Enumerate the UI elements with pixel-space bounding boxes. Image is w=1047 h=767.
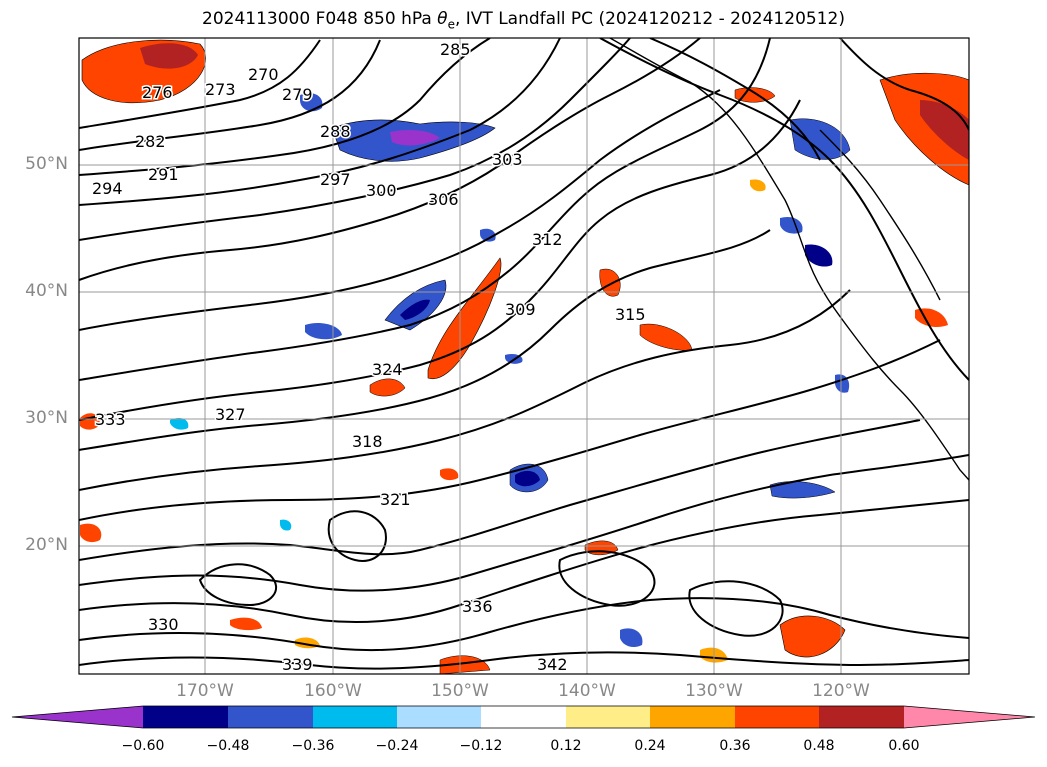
colorbar-segment bbox=[481, 706, 566, 728]
map-frame bbox=[78, 37, 970, 675]
lat-label-40n: 40°N bbox=[25, 281, 68, 301]
contour-label-303: 303 bbox=[492, 150, 523, 169]
colorbar-tick-label: −0.12 bbox=[459, 738, 503, 754]
contour-label-294: 294 bbox=[92, 179, 123, 198]
contour-label-291: 291 bbox=[148, 165, 179, 184]
colorbar-tick-label: 0.24 bbox=[634, 738, 666, 754]
colorbar-segment bbox=[566, 706, 650, 728]
colorbar-extend-left bbox=[12, 706, 143, 728]
colorbar-tick-label: −0.36 bbox=[291, 738, 335, 754]
colorbar-segment bbox=[650, 706, 735, 728]
colorbar-tick-label: −0.60 bbox=[121, 738, 165, 754]
lat-label-30n: 30°N bbox=[25, 408, 68, 428]
coastlines bbox=[609, 38, 969, 481]
map-title: 2024113000 F048 850 hPa θe, IVT Landfall… bbox=[202, 9, 845, 32]
colorbar-segment bbox=[313, 706, 397, 728]
lon-label-130w: 130°W bbox=[685, 681, 743, 701]
contour-label-288: 288 bbox=[320, 122, 351, 141]
colorbar-tick-label: 0.60 bbox=[888, 738, 920, 754]
colorbar-tick-label: −0.48 bbox=[206, 738, 250, 754]
contour-label-312: 312 bbox=[532, 230, 563, 249]
contour-label-300: 300 bbox=[366, 181, 397, 200]
colorbar-tick-label: −0.24 bbox=[375, 738, 419, 754]
lon-label-160w: 160°W bbox=[304, 681, 362, 701]
colorbar-segment bbox=[228, 706, 313, 728]
colorbar-segment bbox=[819, 706, 904, 728]
gridlines bbox=[79, 38, 969, 674]
contour-label-306: 306 bbox=[428, 190, 459, 209]
contour-label-327: 327 bbox=[215, 405, 246, 424]
contour-label-276: 276 bbox=[142, 83, 173, 102]
contour-label-layer: 270 273 276 279 282 285 288 291 294 297 … bbox=[91, 39, 648, 675]
contour-label-342: 342 bbox=[537, 655, 568, 674]
contour-label-279: 279 bbox=[282, 85, 313, 104]
colorbar bbox=[11, 705, 1036, 729]
contour-label-333: 333 bbox=[95, 410, 126, 429]
lat-label-50n: 50°N bbox=[25, 154, 68, 174]
contour-label-336: 336 bbox=[462, 597, 493, 616]
lon-label-150w: 150°W bbox=[431, 681, 489, 701]
colorbar-segment bbox=[397, 706, 481, 728]
contour-label-324: 324 bbox=[372, 360, 403, 379]
theta-e-contours bbox=[79, 38, 969, 670]
contour-label-297: 297 bbox=[320, 170, 351, 189]
colorbar-tick-label: 0.12 bbox=[550, 738, 582, 754]
contour-label-285: 285 bbox=[440, 40, 471, 59]
colorbar-tick-label: 0.48 bbox=[803, 738, 835, 754]
contour-label-282: 282 bbox=[135, 132, 166, 151]
contour-label-318: 318 bbox=[352, 432, 383, 451]
lon-label-120w: 120°W bbox=[812, 681, 870, 701]
lat-label-20n: 20°N bbox=[25, 535, 68, 555]
lon-label-140w: 140°W bbox=[558, 681, 616, 701]
contour-label-309: 309 bbox=[505, 300, 536, 319]
lon-label-170w: 170°W bbox=[176, 681, 234, 701]
colorbar-segment bbox=[143, 706, 228, 728]
colorbar-segment bbox=[735, 706, 819, 728]
contour-label-339: 339 bbox=[282, 655, 313, 674]
colorbar-extend-right bbox=[904, 706, 1035, 728]
contour-label-330: 330 bbox=[148, 615, 179, 634]
contour-label-270: 270 bbox=[248, 65, 279, 84]
contour-label-273: 273 bbox=[205, 80, 236, 99]
ivt-pc-shading bbox=[80, 39, 969, 674]
contour-label-315: 315 bbox=[615, 305, 646, 324]
colorbar-tick-label: 0.36 bbox=[719, 738, 751, 754]
contour-label-321: 321 bbox=[380, 490, 411, 509]
